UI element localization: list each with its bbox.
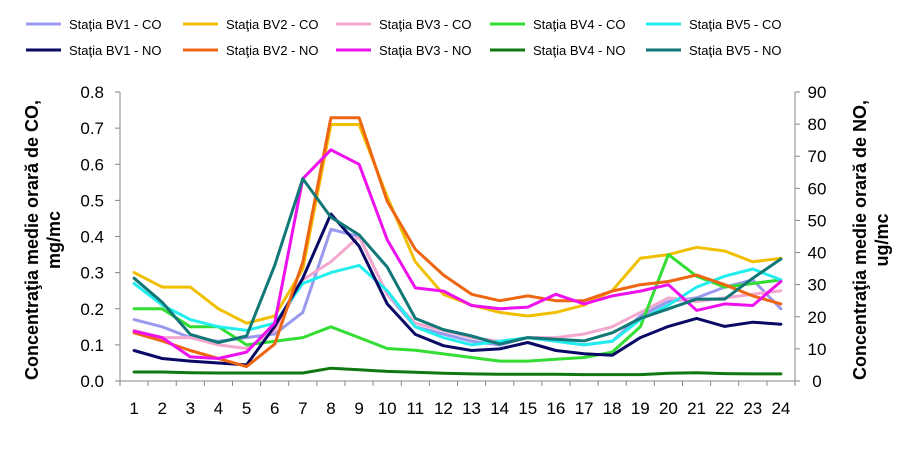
legend-label: Staţia BV5 - CO bbox=[689, 17, 781, 32]
x-tick-label: 22 bbox=[715, 399, 734, 418]
plot-area bbox=[132, 116, 783, 377]
legend-label: Staţia BV4 - CO bbox=[533, 17, 625, 32]
legend-label: Staţia BV3 - CO bbox=[379, 17, 471, 32]
x-tick-label: 18 bbox=[603, 399, 622, 418]
x-tick-label: 12 bbox=[434, 399, 453, 418]
x-tick-label: 3 bbox=[186, 399, 195, 418]
right-tick-label: 10 bbox=[808, 340, 827, 359]
left-tick-label: 0.2 bbox=[80, 300, 104, 319]
axis-title-line: Concentraţia medie orară de NO, bbox=[850, 100, 870, 380]
left-tick-label: 0.8 bbox=[80, 83, 104, 102]
left-tick-label: 0.7 bbox=[80, 119, 104, 138]
series-line-5 bbox=[132, 263, 783, 347]
x-tick-label: 16 bbox=[546, 399, 565, 418]
right-tick-label: 40 bbox=[808, 244, 827, 263]
x-tick-label: 20 bbox=[659, 399, 678, 418]
x-tick-label: 17 bbox=[575, 399, 594, 418]
right-axis-ticks: 0 10 20 30 40 50 60 70 80 90 bbox=[795, 83, 826, 391]
x-tick-label: 14 bbox=[490, 399, 509, 418]
right-tick-label: 90 bbox=[808, 83, 827, 102]
axis-title-line: mg/mc bbox=[44, 211, 64, 269]
x-tick-label: 15 bbox=[518, 399, 537, 418]
legend-label: Staţia BV1 - NO bbox=[69, 43, 161, 58]
x-tick-label: 5 bbox=[242, 399, 251, 418]
x-tick-label: 23 bbox=[743, 399, 762, 418]
right-axis-title: Concentraţia medie orară de NO, ug/mc bbox=[850, 100, 892, 380]
left-tick-label: 0.1 bbox=[80, 336, 104, 355]
right-tick-label: 70 bbox=[808, 147, 827, 166]
series-line-9 bbox=[132, 366, 783, 377]
axis-title-line: ug/mc bbox=[872, 213, 892, 266]
x-axis-ticks: 1 2 3 4 5 6 7 8 9 10 11 12 13 14 15 16 17 18 19 20 21 22 23 24 bbox=[119, 381, 796, 418]
left-axis-ticks: 0.0 0.1 0.2 0.3 0.4 0.5 0.6 0.7 0.8 bbox=[80, 83, 120, 391]
series-line-8 bbox=[132, 148, 783, 360]
left-tick-label: 0.6 bbox=[80, 155, 104, 174]
legend-label: Staţia BV5 - NO bbox=[689, 43, 781, 58]
left-tick-label: 0.4 bbox=[80, 228, 104, 247]
x-tick-label: 11 bbox=[406, 399, 424, 418]
axis-title-line: Concentraţia medie orară de CO, bbox=[22, 100, 42, 380]
right-tick-label: 0 bbox=[812, 372, 821, 391]
x-tick-label: 24 bbox=[771, 399, 790, 418]
legend-label: Staţia BV3 - NO bbox=[379, 43, 471, 58]
right-tick-label: 30 bbox=[808, 276, 827, 295]
x-tick-label: 2 bbox=[157, 399, 166, 418]
x-tick-label: 13 bbox=[462, 399, 481, 418]
x-tick-label: 9 bbox=[354, 399, 363, 418]
right-tick-label: 20 bbox=[808, 308, 827, 327]
legend-label: Staţia BV4 - NO bbox=[533, 43, 625, 58]
x-tick-label: 10 bbox=[378, 399, 397, 418]
right-tick-label: 80 bbox=[808, 115, 827, 134]
right-tick-label: 60 bbox=[808, 179, 827, 198]
series-line-10 bbox=[132, 177, 783, 346]
x-tick-label: 7 bbox=[298, 399, 307, 418]
left-tick-label: 0.3 bbox=[80, 264, 104, 283]
series-line-2 bbox=[132, 123, 783, 325]
legend-label: Staţia BV2 - CO bbox=[226, 17, 318, 32]
series-line-4 bbox=[132, 253, 783, 363]
right-tick-label: 50 bbox=[808, 211, 827, 230]
x-tick-label: 8 bbox=[326, 399, 335, 418]
legend-label: Staţia BV2 - NO bbox=[226, 43, 318, 58]
x-tick-label: 1 bbox=[129, 399, 138, 418]
x-tick-label: 19 bbox=[631, 399, 650, 418]
x-tick-label: 4 bbox=[214, 399, 223, 418]
legend: Staţia BV1 - CO Staţia BV2 - CO Staţia BV3… bbox=[26, 17, 781, 58]
series-line-7 bbox=[132, 116, 783, 369]
left-axis-title: Concentraţia medie orară de CO, mg/mc bbox=[22, 100, 64, 380]
x-tick-label: 21 bbox=[687, 399, 706, 418]
left-tick-label: 0.5 bbox=[80, 191, 104, 210]
legend-label: Staţia BV1 - CO bbox=[69, 17, 161, 32]
left-tick-label: 0.0 bbox=[80, 372, 104, 391]
x-tick-label: 6 bbox=[270, 399, 279, 418]
